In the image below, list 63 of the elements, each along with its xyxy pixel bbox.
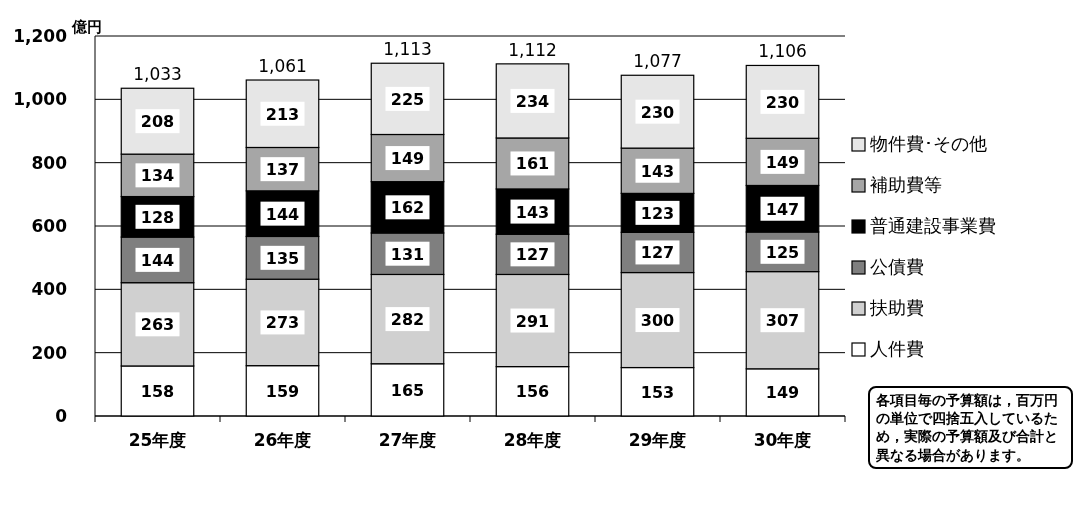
data-label: 127 xyxy=(515,245,550,265)
y-tick-label: 400 xyxy=(31,279,68,300)
data-label: 137 xyxy=(265,160,300,180)
y-tick-label: 1,000 xyxy=(13,89,68,110)
data-label: 135 xyxy=(265,248,300,268)
x-tick-label: 29年度 xyxy=(628,430,687,450)
data-label: 143 xyxy=(640,161,675,181)
data-label: 143 xyxy=(515,202,550,222)
data-label: 225 xyxy=(390,89,425,109)
total-label: 1,061 xyxy=(258,56,307,77)
y-tick-label: 600 xyxy=(31,216,68,236)
data-label: 125 xyxy=(765,242,800,262)
legend-label: 人件費 xyxy=(870,338,924,359)
data-label: 147 xyxy=(765,199,800,219)
data-label: 128 xyxy=(140,207,175,227)
total-label: 1,033 xyxy=(133,64,182,85)
legend-label: 物件費･その他 xyxy=(870,133,987,154)
data-label: 158 xyxy=(140,381,175,401)
data-label: 273 xyxy=(265,313,300,333)
x-tick-label: 27年度 xyxy=(378,430,437,450)
x-tick-label: 25年度 xyxy=(128,430,187,450)
data-label: 161 xyxy=(515,154,550,174)
legend-label: 普通建設事業費 xyxy=(870,215,996,236)
data-label: 144 xyxy=(265,204,300,224)
data-label: 230 xyxy=(765,92,800,112)
data-label: 134 xyxy=(140,166,175,186)
data-label: 162 xyxy=(390,198,425,218)
y-tick-label: 1,200 xyxy=(13,26,68,46)
x-tick-label: 26年度 xyxy=(253,430,312,450)
data-label: 307 xyxy=(765,311,800,331)
legend-label: 公債費 xyxy=(870,256,924,277)
data-label: 156 xyxy=(515,382,550,402)
text: 各項目毎の予算額は，百万円の単位で四捨五入しているため，実際の予算額及び合計と異なる場合があります。 xyxy=(868,386,1073,469)
legend-label: 扶助費 xyxy=(869,297,924,318)
total-label: 1,112 xyxy=(508,39,557,60)
data-label: 127 xyxy=(640,243,675,263)
legend-label: 補助費等 xyxy=(870,174,942,195)
data-label: 291 xyxy=(515,311,550,331)
data-label: 149 xyxy=(765,152,800,172)
data-label: 165 xyxy=(390,380,425,400)
data-label: 153 xyxy=(640,382,675,402)
data-label: 282 xyxy=(390,310,425,330)
y-axis-title: 億円 xyxy=(71,18,102,36)
total-label: 1,077 xyxy=(633,51,682,72)
y-tick-label: 0 xyxy=(55,406,68,426)
data-label: 208 xyxy=(140,112,175,132)
y-tick-label: 200 xyxy=(31,342,68,363)
data-label: 149 xyxy=(765,383,800,403)
data-label: 149 xyxy=(390,149,425,169)
data-label: 234 xyxy=(515,91,550,111)
total-label: 1,106 xyxy=(758,41,807,62)
data-label: 300 xyxy=(640,311,675,331)
data-label: 131 xyxy=(390,244,425,264)
data-label: 123 xyxy=(640,203,675,223)
data-label: 213 xyxy=(265,104,300,124)
data-label: 159 xyxy=(265,381,300,401)
y-tick-label: 800 xyxy=(31,152,68,173)
data-label: 230 xyxy=(640,102,675,122)
data-label: 144 xyxy=(140,250,175,270)
total-label: 1,113 xyxy=(383,39,432,60)
data-label: 263 xyxy=(140,315,175,335)
x-tick-label: 30年度 xyxy=(753,430,812,450)
x-tick-label: 28年度 xyxy=(503,430,562,450)
